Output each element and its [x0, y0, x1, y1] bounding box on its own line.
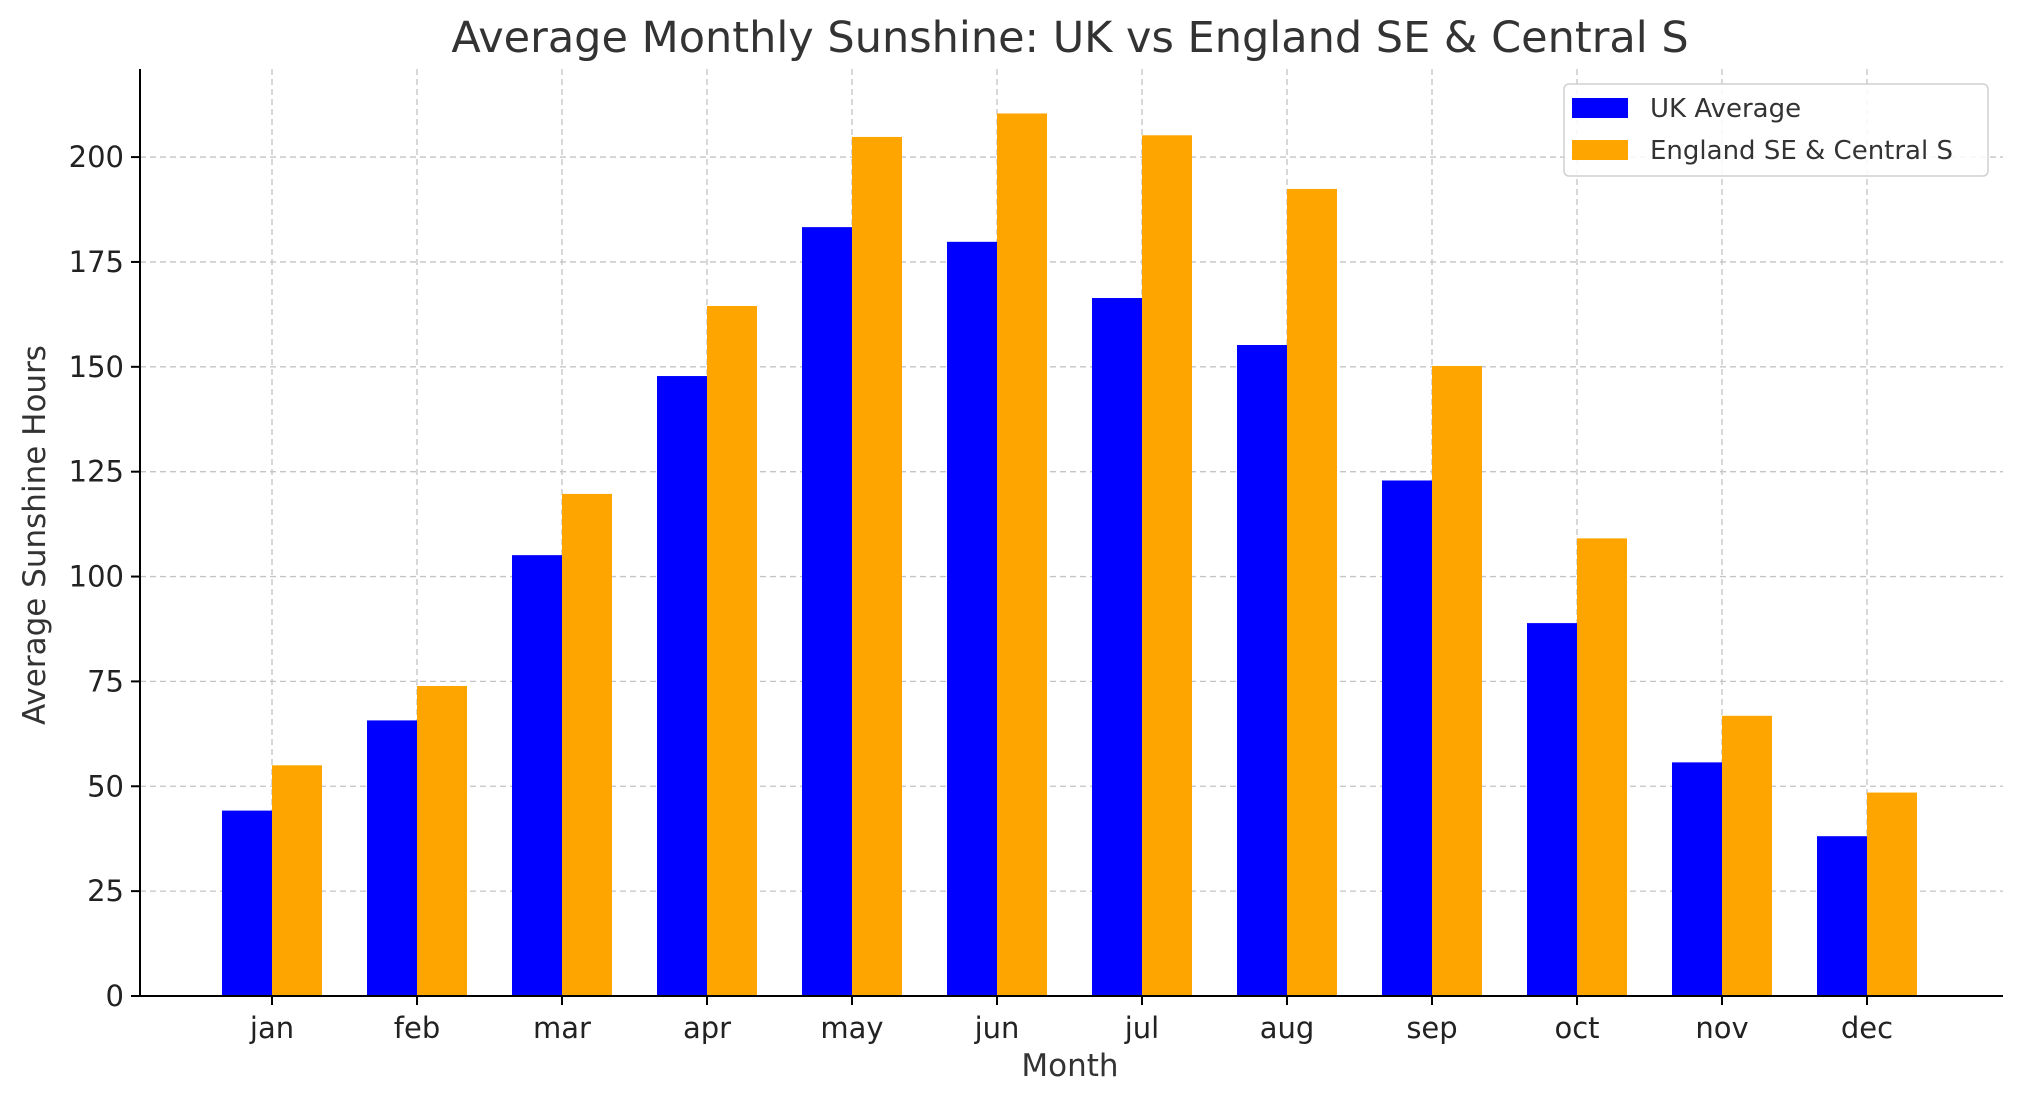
legend-swatch-uk-average: [1572, 98, 1628, 118]
bar-england-se-nov: [1722, 715, 1772, 996]
legend-swatch-england-se: [1572, 140, 1628, 160]
x-tick-label-may: may: [820, 1011, 883, 1045]
bar-england-se-jul: [1142, 135, 1192, 996]
bars: [222, 113, 1917, 997]
bar-uk-average-may: [802, 227, 852, 996]
bar-england-se-may: [852, 136, 902, 997]
x-tick-label-apr: apr: [683, 1011, 731, 1045]
x-tick-label-jul: jul: [1124, 1011, 1160, 1045]
y-tick-label-75: 75: [87, 664, 124, 698]
bar-england-se-feb: [417, 686, 467, 996]
bar-england-se-dec: [1867, 792, 1917, 996]
tick-labels: 0 25 50 75 100 125 150 175 200 jan feb mar apr may jun…: [69, 140, 1893, 1045]
bar-uk-average-apr: [657, 376, 707, 996]
y-tick-label-200: 200: [69, 140, 124, 174]
x-tick-label-feb: feb: [394, 1011, 440, 1045]
bar-uk-average-sep: [1382, 480, 1432, 997]
x-tick-label-dec: dec: [1841, 1011, 1893, 1045]
y-tick-label-0: 0: [106, 979, 124, 1013]
bar-uk-average-dec: [1817, 836, 1867, 996]
y-tick-label-100: 100: [69, 560, 124, 594]
bar-uk-average-feb: [367, 720, 417, 996]
bar-england-se-oct: [1577, 538, 1627, 996]
legend-label-uk-average: UK Average: [1650, 94, 1801, 124]
bar-uk-average-mar: [512, 555, 562, 996]
axes: [131, 69, 2003, 1005]
bar-england-se-aug: [1287, 188, 1337, 996]
y-tick-label-50: 50: [87, 769, 124, 803]
bar-uk-average-jan: [222, 810, 272, 996]
bar-uk-average-jun: [947, 241, 997, 996]
x-tick-label-sep: sep: [1406, 1011, 1457, 1045]
x-tick-label-jan: jan: [249, 1011, 294, 1045]
bar-uk-average-oct: [1527, 623, 1577, 996]
bar-uk-average-aug: [1237, 345, 1287, 997]
x-axis-label: Month: [1021, 1048, 1118, 1084]
y-tick-label-175: 175: [69, 245, 124, 279]
bar-uk-average-nov: [1672, 762, 1722, 996]
y-tick-label-125: 125: [69, 455, 124, 489]
legend-box: [1563, 83, 1989, 177]
bar-england-se-apr: [707, 305, 757, 996]
bar-england-se-jun: [997, 113, 1047, 996]
y-tick-label-150: 150: [69, 350, 124, 384]
x-tick-label-nov: nov: [1695, 1011, 1748, 1045]
y-tick-label-25: 25: [87, 874, 124, 908]
legend-label-england-se: England SE & Central S: [1650, 136, 1953, 166]
legend: UK Average England SE & Central S: [1563, 83, 1989, 177]
bar-uk-average-jul: [1092, 298, 1142, 996]
y-axis-label: Average Sunshine Hours: [17, 345, 53, 725]
bar-england-se-sep: [1432, 365, 1482, 996]
chart-title: Average Monthly Sunshine: UK vs England …: [451, 13, 1688, 63]
x-tick-label-jun: jun: [974, 1011, 1020, 1045]
x-tick-label-oct: oct: [1554, 1011, 1599, 1045]
x-tick-label-aug: aug: [1260, 1011, 1315, 1045]
bar-england-se-jan: [272, 765, 322, 996]
x-tick-label-mar: mar: [533, 1011, 591, 1045]
bar-england-se-mar: [562, 493, 612, 996]
